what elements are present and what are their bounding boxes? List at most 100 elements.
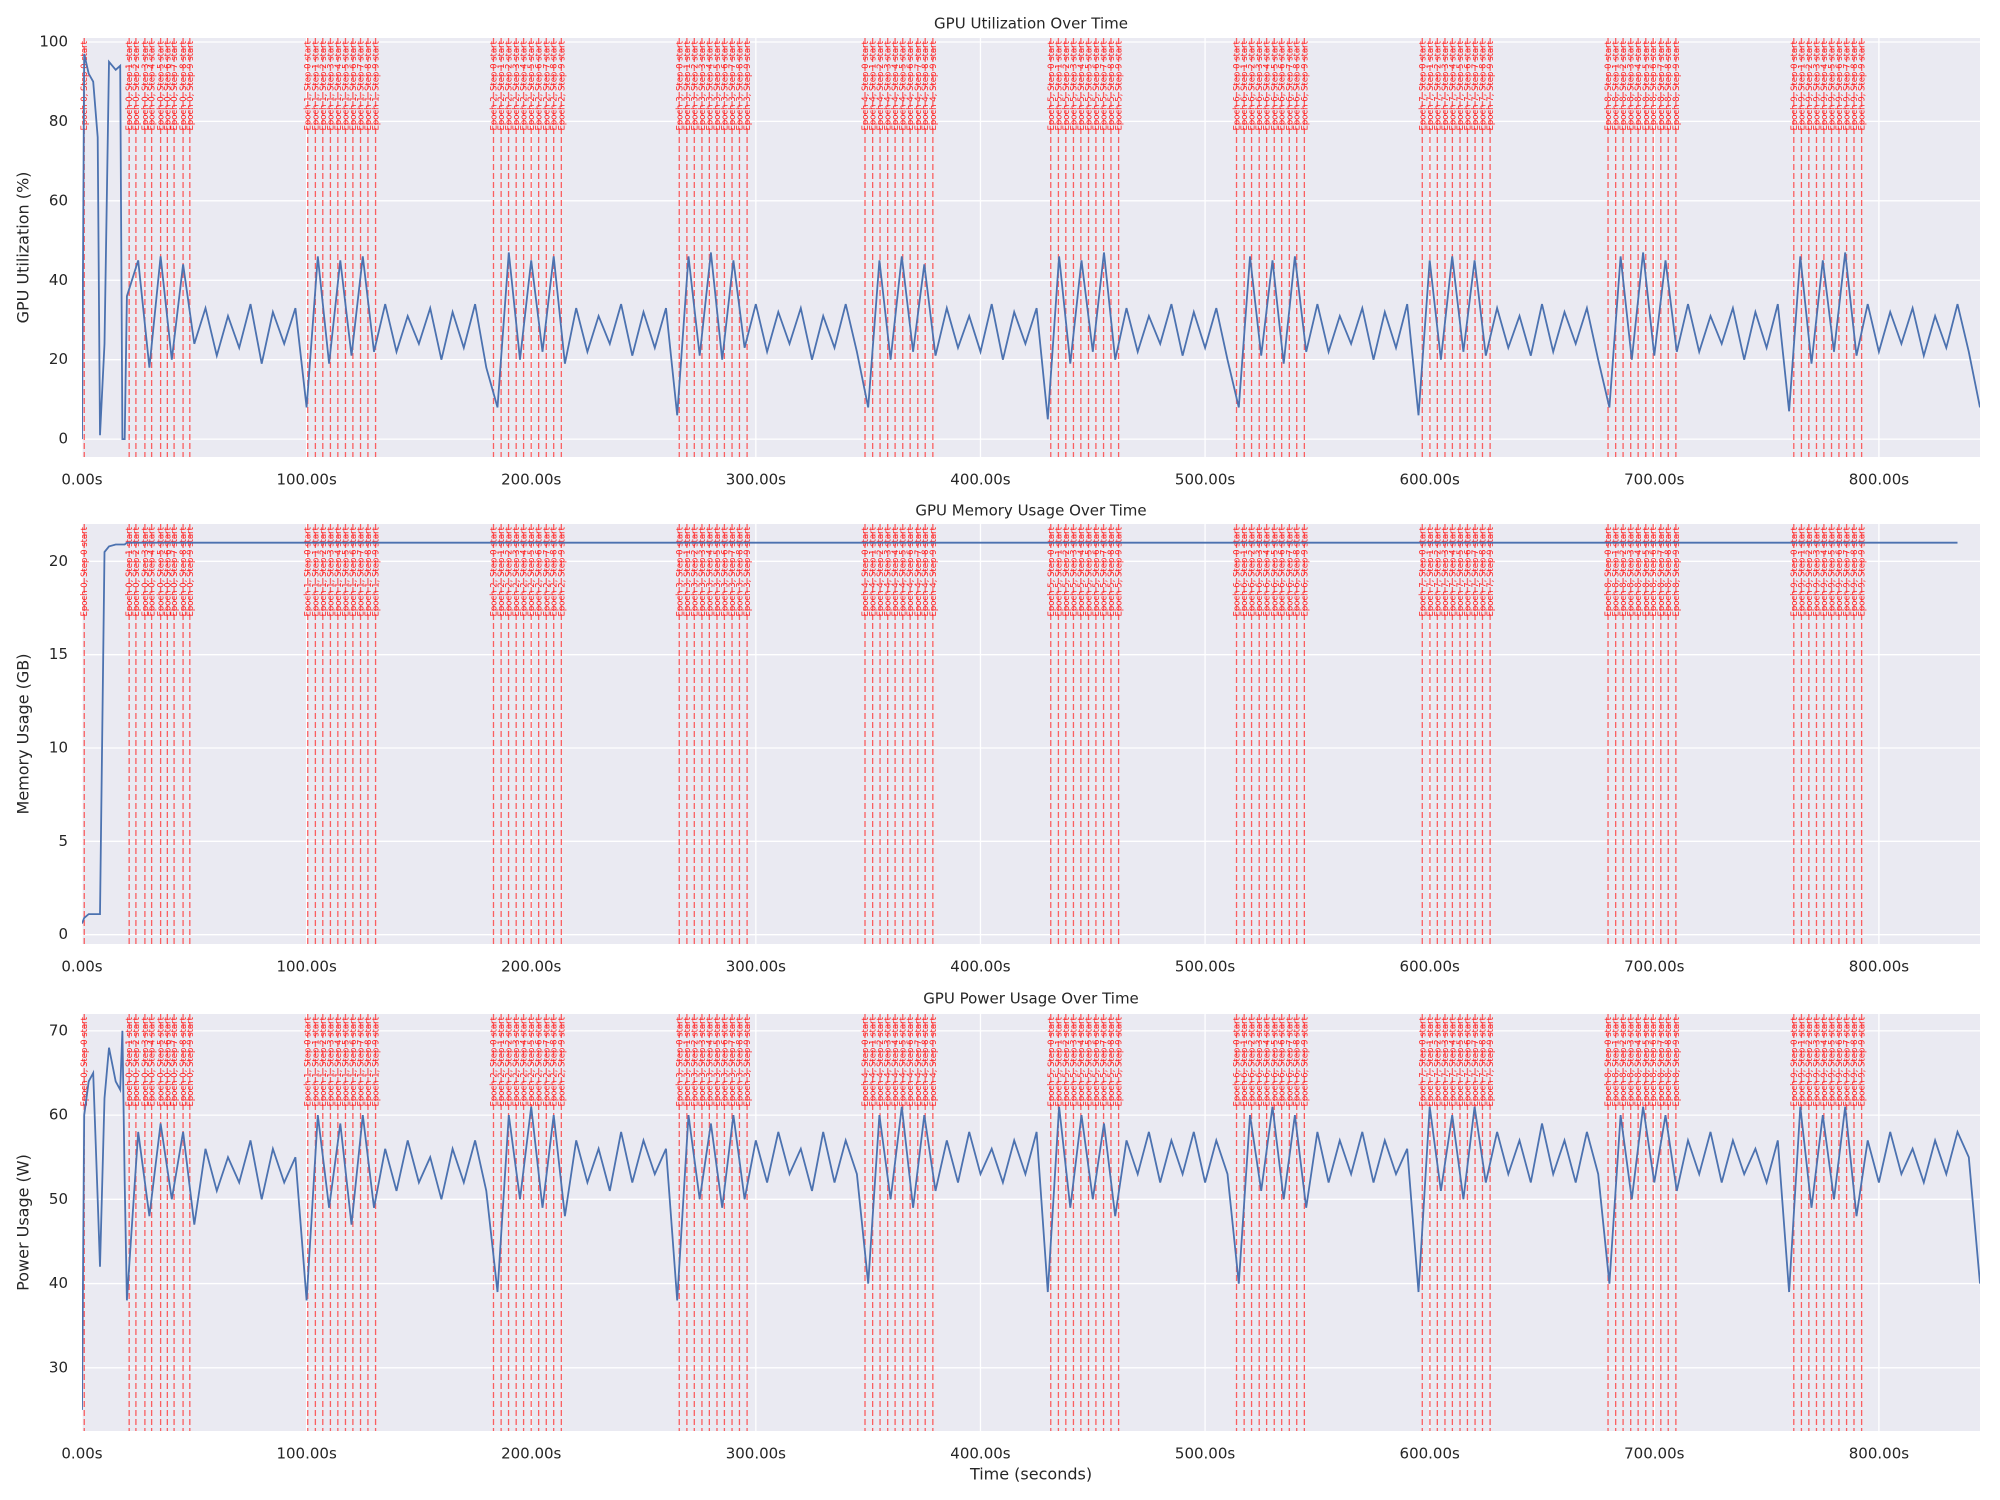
event-label: Epoch 3, Step 0 start — [675, 526, 685, 616]
x-tick-label: 800.00s — [1849, 958, 1909, 976]
event-label: Epoch 8, Step 2 start — [1619, 40, 1629, 130]
data-line — [82, 541, 1958, 924]
event-label: Epoch 0, Step 6 start — [163, 1016, 173, 1106]
event-label: Epoch 3, Step 3 start — [698, 40, 708, 130]
event-label: Epoch 3, Step 6 start — [720, 40, 730, 130]
event-label: Epoch 3, Step 8 start — [735, 1016, 745, 1106]
event-label: Epoch 2, Step 1 start — [497, 526, 507, 616]
event-label: Epoch 8, Step 3 start — [1627, 526, 1637, 616]
event-label: Epoch 7, Step 3 start — [1441, 526, 1451, 616]
event-label: Epoch 8, Step 1 start — [1612, 526, 1622, 616]
event-label: Epoch 8, Step 0 start — [1604, 40, 1614, 130]
event-label: Epoch 7, Step 3 start — [1441, 40, 1451, 130]
event-label: Epoch 5, Step 0 start — [1047, 40, 1057, 130]
event-label: Epoch 5, Step 4 start — [1077, 1016, 1087, 1106]
event-label: Epoch 8, Step 0 start — [1604, 526, 1614, 616]
event-label: Epoch 7, Step 0 start — [1418, 40, 1428, 130]
event-label: Epoch 2, Step 6 start — [535, 40, 545, 130]
x-tick-label: 0.00s — [61, 471, 102, 489]
y-tick-label: 40 — [49, 271, 68, 289]
event-label: Epoch 7, Step 0 start — [1418, 1016, 1428, 1106]
event-label: Epoch 3, Step 4 start — [705, 526, 715, 616]
y-tick-label: 60 — [49, 1106, 68, 1124]
event-label: Epoch 3, Step 2 start — [690, 1016, 700, 1106]
event-label: Epoch 1, Step 3 start — [326, 526, 336, 616]
event-label: Epoch 3, Step 7 start — [728, 526, 738, 616]
event-label: Epoch 2, Step 1 start — [497, 1016, 507, 1106]
event-label: Epoch 5, Step 3 start — [1069, 40, 1079, 130]
event-label: Epoch 1, Step 4 start — [334, 40, 344, 130]
event-label: Epoch 9, Step 6 start — [1835, 40, 1845, 130]
event-label: Epoch 2, Step 4 start — [520, 526, 530, 616]
event-label: Epoch 1, Step 9 start — [372, 40, 382, 130]
event-label: Epoch 1, Step 9 start — [372, 1016, 382, 1106]
event-label: Epoch 7, Step 8 start — [1478, 40, 1488, 130]
x-tick-label: 500.00s — [1175, 471, 1235, 489]
event-label: Epoch 3, Step 7 start — [728, 40, 738, 130]
event-label: Epoch 0, Step 9 start — [186, 40, 196, 130]
event-label: Epoch 9, Step 0 start — [1790, 40, 1800, 130]
event-label: Epoch 7, Step 5 start — [1456, 40, 1466, 130]
event-label: Epoch 3, Step 3 start — [698, 1016, 708, 1106]
event-label: Epoch 0, Step 3 start — [141, 40, 151, 130]
event-label: Epoch 8, Step 6 start — [1649, 526, 1659, 616]
event-label: Epoch 6, Step 8 start — [1293, 526, 1303, 616]
event-label: Epoch 1, Step 8 start — [364, 526, 374, 616]
x-tick-label: 800.00s — [1849, 1445, 1909, 1463]
event-label: Epoch 6, Step 4 start — [1263, 526, 1273, 616]
event-label: Epoch 5, Step 6 start — [1092, 40, 1102, 130]
event-label: Epoch 2, Step 6 start — [535, 1016, 545, 1106]
event-label: Epoch 3, Step 1 start — [683, 40, 693, 130]
event-label: Epoch 1, Step 5 start — [341, 526, 351, 616]
event-label: Epoch 8, Step 4 start — [1634, 1016, 1644, 1106]
event-label: Epoch 4, Step 4 start — [891, 526, 901, 616]
event-label: Epoch 2, Step 7 start — [542, 526, 552, 616]
event-label: Epoch 4, Step 0 start — [861, 526, 871, 616]
event-label: Epoch 3, Step 5 start — [713, 40, 723, 130]
event-label: Epoch 0, Step 7 start — [170, 1016, 180, 1106]
event-label: Epoch 6, Step 1 start — [1240, 1016, 1250, 1106]
x-tick-label: 500.00s — [1175, 1445, 1235, 1463]
event-label: Epoch 4, Step 2 start — [876, 40, 886, 130]
event-label: Epoch 7, Step 1 start — [1426, 40, 1436, 130]
event-label: Epoch 6, Step 7 start — [1285, 526, 1295, 616]
event-label: Epoch 5, Step 9 start — [1115, 40, 1125, 130]
event-label: Epoch 5, Step 9 start — [1115, 526, 1125, 616]
event-label: Epoch 6, Step 0 start — [1233, 1016, 1243, 1106]
x-tick-label: 100.00s — [276, 1445, 336, 1463]
event-label: Epoch 6, Step 3 start — [1255, 526, 1265, 616]
y-axis-label: Power Usage (W) — [14, 1154, 33, 1291]
event-label: Epoch 4, Step 6 start — [906, 40, 916, 130]
event-label: Epoch 0, Step 4 start — [148, 526, 158, 616]
event-label: Epoch 0, Step 4 start — [148, 40, 158, 130]
event-label: Epoch 2, Step 5 start — [527, 1016, 537, 1106]
event-label: Epoch 1, Step 1 start — [311, 526, 321, 616]
event-label: Epoch 6, Step 8 start — [1293, 1016, 1303, 1106]
event-label: Epoch 7, Step 5 start — [1456, 1016, 1466, 1106]
event-label: Epoch 9, Step 7 start — [1843, 526, 1853, 616]
event-label: Epoch 1, Step 8 start — [364, 1016, 374, 1106]
event-label: Epoch 3, Step 3 start — [698, 526, 708, 616]
event-label: Epoch 0, Step 3 start — [141, 1016, 151, 1106]
event-label: Epoch 6, Step 1 start — [1240, 526, 1250, 616]
event-label: Epoch 6, Step 3 start — [1255, 1016, 1265, 1106]
event-label: Epoch 4, Step 1 start — [869, 40, 879, 130]
event-label: Epoch 9, Step 9 start — [1858, 40, 1868, 130]
event-label: Epoch 8, Step 8 start — [1664, 1016, 1674, 1106]
event-label: Epoch 5, Step 8 start — [1107, 526, 1117, 616]
event-label: Epoch 4, Step 3 start — [884, 526, 894, 616]
event-label: Epoch 3, Step 0 start — [675, 40, 685, 130]
event-label: Epoch 3, Step 7 start — [728, 1016, 738, 1106]
event-label: Epoch 0, Step 1 start — [125, 526, 135, 616]
event-label: Epoch 2, Step 8 start — [550, 526, 560, 616]
event-label: Epoch 0, Step 9 start — [186, 1016, 196, 1106]
event-label: Epoch 4, Step 6 start — [906, 1016, 916, 1106]
event-label: Epoch 8, Step 7 start — [1657, 40, 1667, 130]
event-label: Epoch 8, Step 6 start — [1649, 1016, 1659, 1106]
event-label: Epoch 6, Step 9 start — [1300, 526, 1310, 616]
event-label: Epoch 2, Step 2 start — [505, 526, 515, 616]
plot-area — [82, 1014, 1980, 1431]
event-label: Epoch 1, Step 8 start — [364, 40, 374, 130]
event-label: Epoch 7, Step 5 start — [1456, 526, 1466, 616]
event-label: Epoch 1, Step 4 start — [334, 526, 344, 616]
